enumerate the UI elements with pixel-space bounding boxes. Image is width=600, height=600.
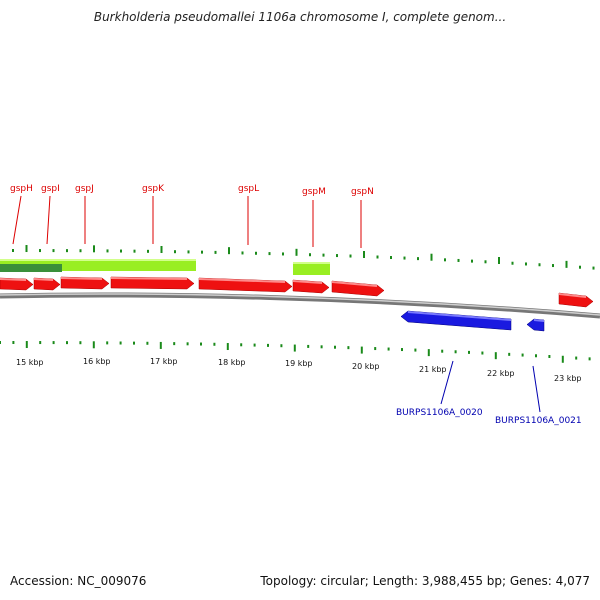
gene-label-gspI[interactable]: gspI xyxy=(41,184,60,194)
gene-label-gspL[interactable]: gspL xyxy=(238,184,259,194)
reverse-cds-highlight xyxy=(534,319,544,322)
reverse-cds-highlight xyxy=(408,311,511,321)
topology-summary: Topology: circular; Length: 3,988,455 bp… xyxy=(260,574,590,588)
gene-label-gspM[interactable]: gspM xyxy=(302,187,326,197)
forward-cds-highlight xyxy=(0,278,26,281)
forward-cds-highlight xyxy=(199,278,285,283)
kbp-label: 15 kbp xyxy=(16,358,44,367)
kbp-label: 21 kbp xyxy=(419,365,447,374)
accession-text: Accession: NC_009076 xyxy=(10,574,147,588)
kbp-label: 22 kbp xyxy=(487,369,515,378)
gene-label-gspN[interactable]: gspN xyxy=(351,187,374,197)
gene-bar-light-2[interactable] xyxy=(293,262,330,275)
kbp-label: 20 kbp xyxy=(352,362,380,371)
reverse-cds-arrow[interactable] xyxy=(400,310,512,331)
gene-label-burps1106a-0020[interactable]: BURPS1106A_0020 xyxy=(396,408,483,418)
gene-label-burps1106a-0021[interactable]: BURPS1106A_0021 xyxy=(495,416,582,426)
kbp-label: 16 kbp xyxy=(83,357,111,366)
sequence-title: Burkholderia pseudomallei 1106a chromoso… xyxy=(93,10,507,24)
gene-label-gspJ[interactable]: gspJ xyxy=(75,184,94,194)
kbp-label: 19 kbp xyxy=(285,359,313,368)
reverse-cds-arrow[interactable] xyxy=(526,318,545,332)
gene-label-gspK[interactable]: gspK xyxy=(142,184,165,194)
forward-cds-highlight xyxy=(34,278,53,281)
forward-cds-highlight xyxy=(111,277,187,280)
kbp-label: 17 kbp xyxy=(150,357,178,366)
gene-label-gspH[interactable]: gspH xyxy=(10,184,33,194)
kbp-label: 23 kbp xyxy=(554,374,582,383)
forward-cds-highlight xyxy=(559,293,586,298)
forward-cds-highlight xyxy=(61,277,102,280)
gene-bar-dark[interactable] xyxy=(0,264,62,272)
kbp-label: 18 kbp xyxy=(218,358,246,367)
chromosome-backbone xyxy=(0,292,600,319)
forward-cds-highlight xyxy=(293,280,322,284)
forward-cds-highlight xyxy=(332,281,377,287)
